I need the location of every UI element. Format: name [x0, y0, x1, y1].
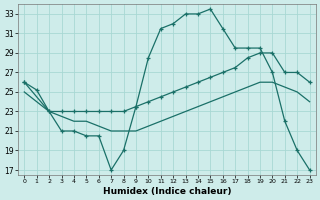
- X-axis label: Humidex (Indice chaleur): Humidex (Indice chaleur): [103, 187, 231, 196]
